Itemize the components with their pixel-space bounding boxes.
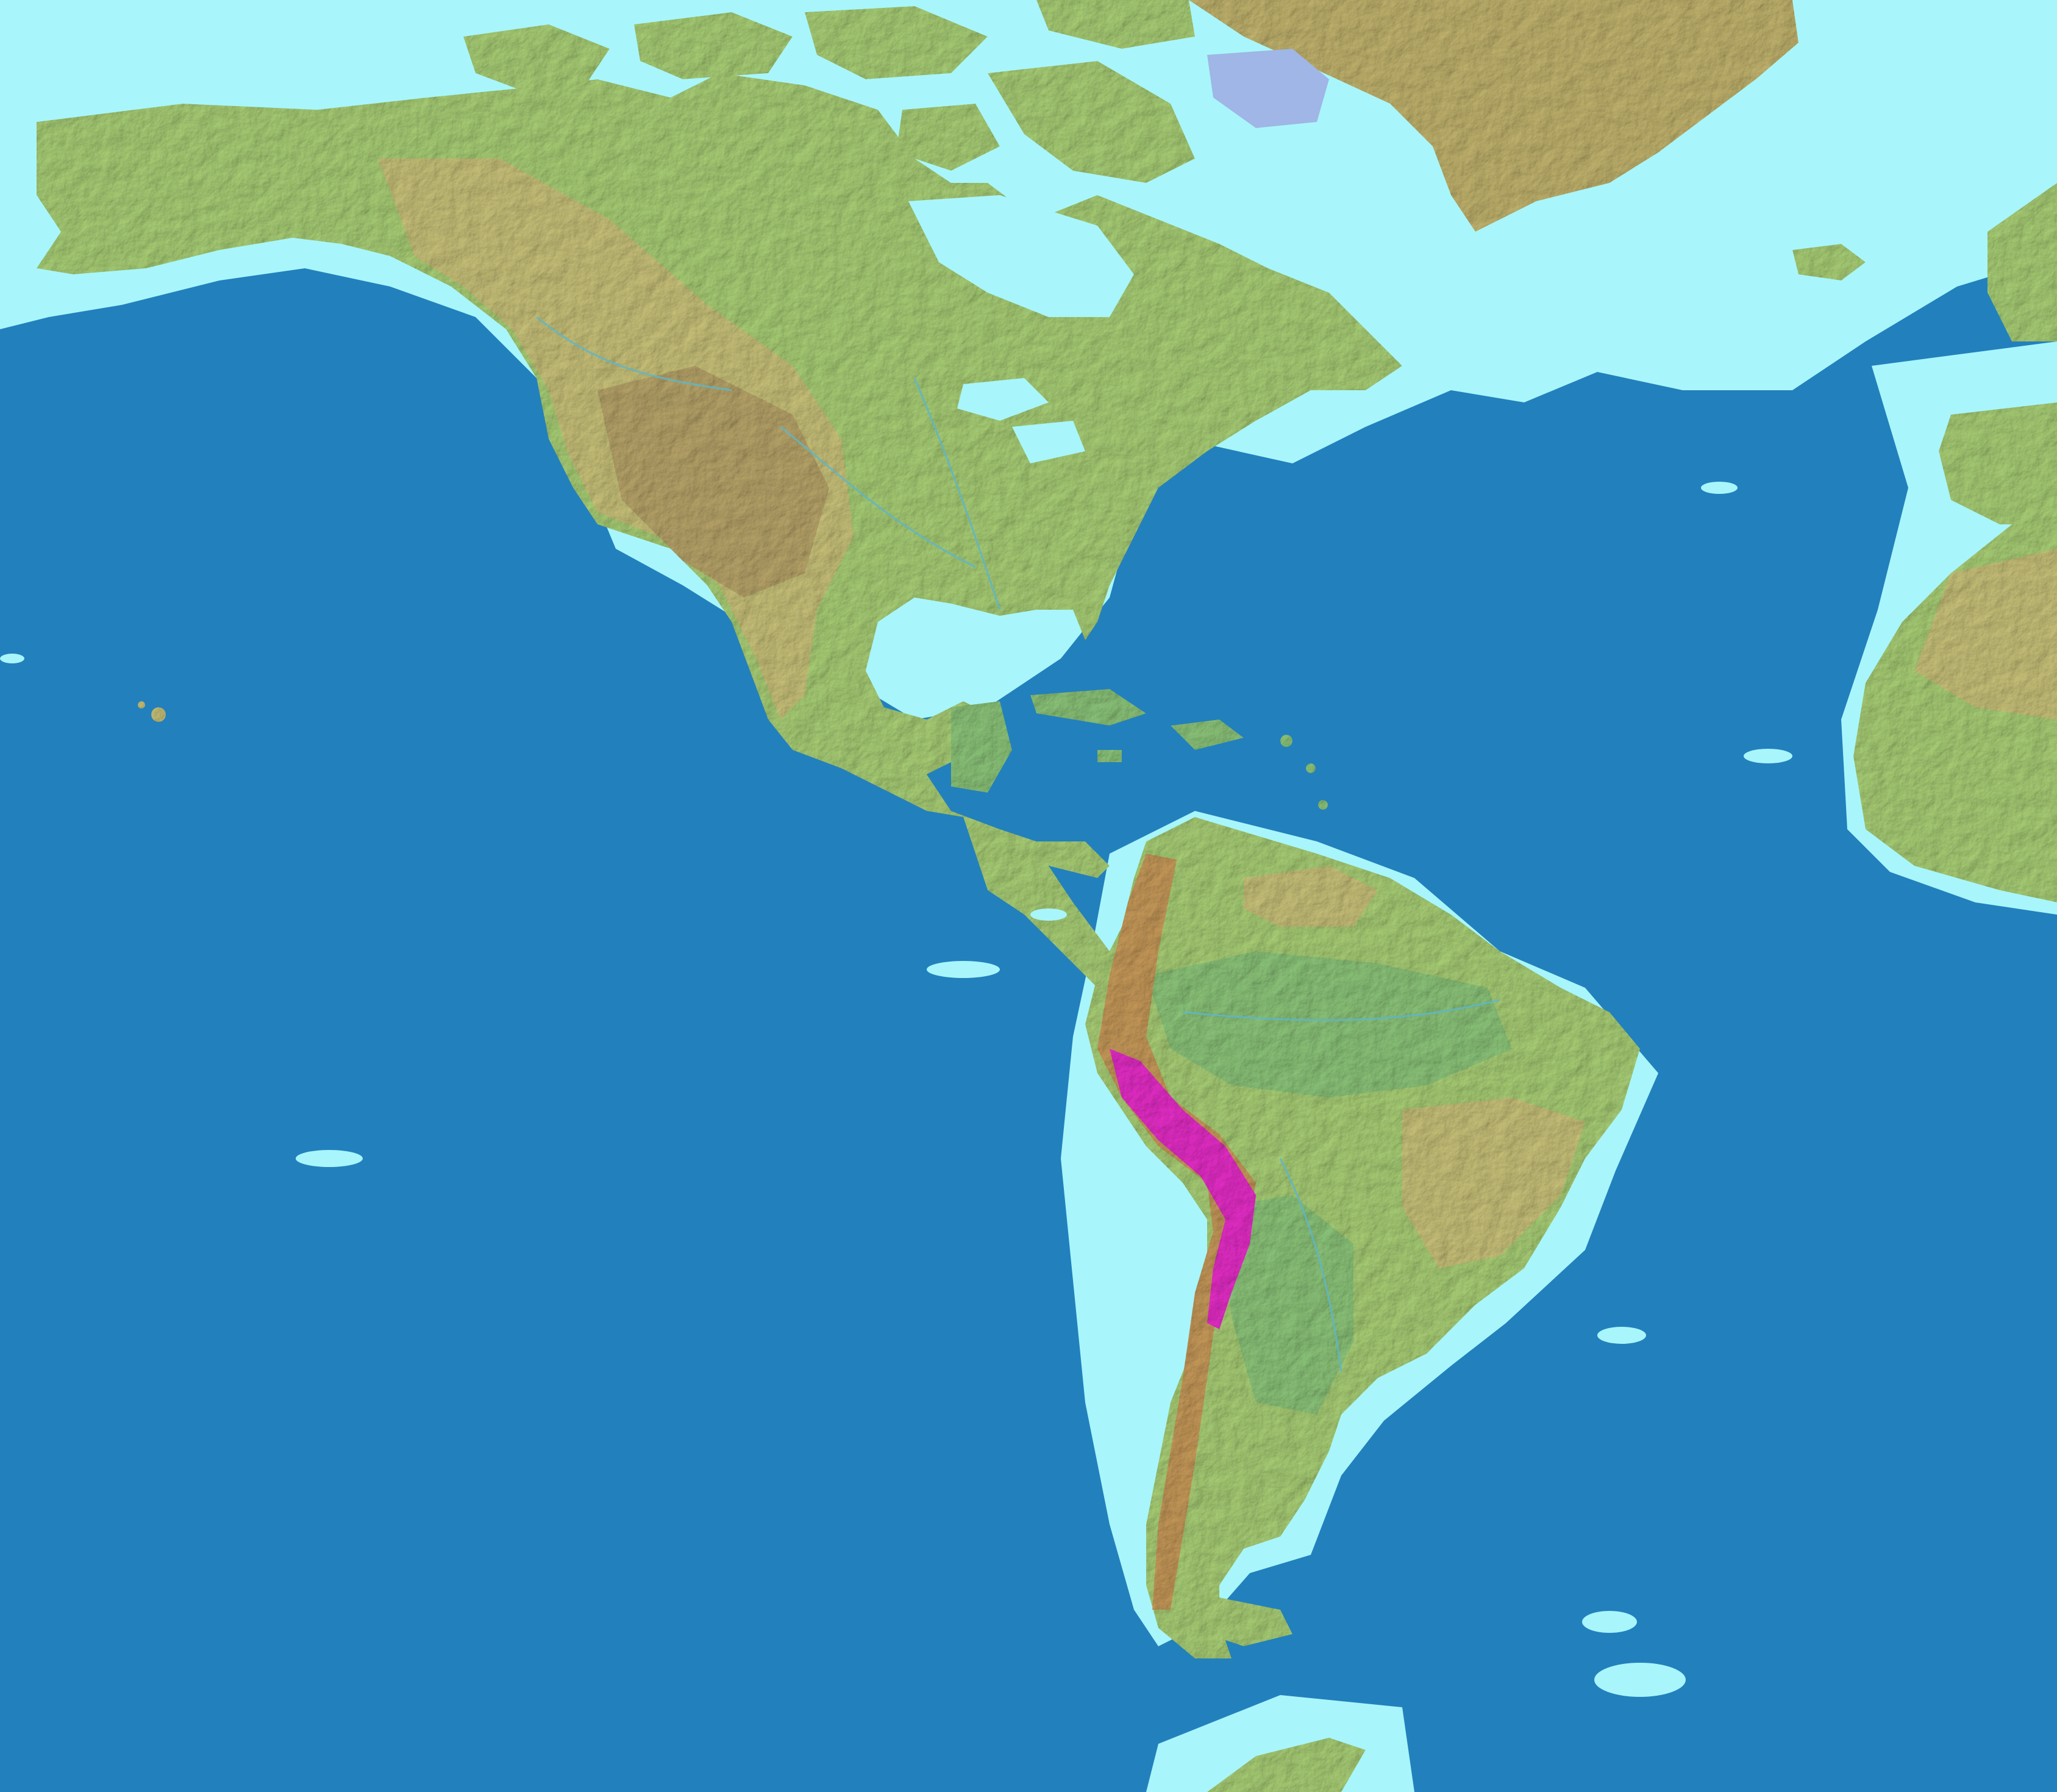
great-basin-plateau [597,366,829,598]
inland-water [908,195,1134,463]
ice-shelf [1207,49,1329,128]
rivers [536,316,1500,1373]
arctic-archipelago [463,0,1195,183]
amazon-lowland [1146,951,1512,1098]
caribbean-islands [1030,689,1328,810]
brazilian-highlands [1402,1098,1585,1268]
iceland [1792,244,1866,280]
pacific-islands [0,482,1792,1167]
scandinavia [1987,183,2057,341]
europe [1939,402,2057,524]
greenland [1189,0,1799,232]
pampas-chaco [1219,1195,1353,1415]
altiplano-peaks [1110,1049,1256,1329]
andes [1097,854,1256,1610]
tierra-del-fuego [1207,1597,1292,1646]
hawaii [138,701,166,722]
antarctic-peninsula [1207,1738,1366,1792]
sahara-upland [1914,549,2057,719]
guiana-highlands [1244,866,1378,927]
yucatan [951,701,1012,793]
